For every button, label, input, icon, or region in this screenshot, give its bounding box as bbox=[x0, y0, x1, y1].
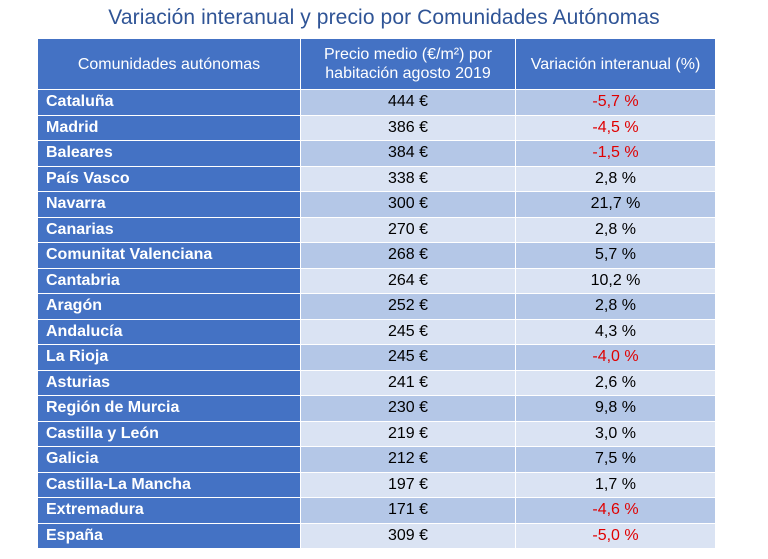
table-row: Madrid 386 € -4,5 % bbox=[37, 114, 716, 141]
change-cell: 21,7 % bbox=[515, 191, 716, 218]
region-cell: País Vasco bbox=[37, 165, 301, 192]
price-cell: 252 € bbox=[300, 293, 516, 320]
price-cell: 245 € bbox=[300, 318, 516, 345]
change-cell: 2,8 % bbox=[515, 165, 716, 192]
table-body: Cataluña 444 € -5,7 % Madrid 386 € -4,5 % Bale… bbox=[37, 89, 716, 549]
region-cell: Cantabria bbox=[37, 267, 301, 294]
table-row: Galicia 212 €7,5 % bbox=[37, 446, 716, 473]
price-cell: 241 € bbox=[300, 369, 516, 396]
change-cell: -4,5 % bbox=[515, 114, 716, 141]
price-cell: 212 € bbox=[300, 446, 516, 473]
price-cell: 230 € bbox=[300, 395, 516, 422]
table-row: Andalucía 245 €4,3 % bbox=[37, 318, 716, 345]
column-header-price: Precio medio (€/m²) por habitación agost… bbox=[300, 38, 516, 90]
table-row: Región de Murcia 230 €9,8 % bbox=[37, 395, 716, 422]
region-cell: Andalucía bbox=[37, 318, 301, 345]
region-cell: Baleares bbox=[37, 140, 301, 167]
change-cell: 5,7 % bbox=[515, 242, 716, 269]
table-row: Cataluña 444 € -5,7 % bbox=[37, 89, 716, 116]
price-cell: 245 € bbox=[300, 344, 516, 371]
change-cell: 7,5 % bbox=[515, 446, 716, 473]
region-cell: Comunitat Valenciana bbox=[37, 242, 301, 269]
region-cell: España bbox=[37, 522, 301, 549]
change-cell: 9,8 % bbox=[515, 395, 716, 422]
region-cell: Asturias bbox=[37, 369, 301, 396]
table-row: Castilla y León 219 €3,0 % bbox=[37, 420, 716, 447]
change-cell: -5,0 % bbox=[515, 522, 716, 549]
change-cell: 2,8 % bbox=[515, 216, 716, 243]
region-cell: Galicia bbox=[37, 446, 301, 473]
table-row: Baleares 384 € -1,5 % bbox=[37, 140, 716, 167]
table-row: Comunitat Valenciana 268 €5,7 % bbox=[37, 242, 716, 269]
table-row: Asturias 241 €2,6 % bbox=[37, 369, 716, 396]
column-header-region: Comunidades autónomas bbox=[37, 38, 301, 90]
table-row: Cantabria 264 €10,2 % bbox=[37, 267, 716, 294]
table-row: Aragón 252 €2,8 % bbox=[37, 293, 716, 320]
table-row: Extremadura 171 € -4,6 % bbox=[37, 497, 716, 524]
price-cell: 264 € bbox=[300, 267, 516, 294]
region-cell: Madrid bbox=[37, 114, 301, 141]
region-cell: Castilla-La Mancha bbox=[37, 471, 301, 498]
change-cell: 10,2 % bbox=[515, 267, 716, 294]
table-row: España 309 € -5,0 % bbox=[37, 522, 716, 549]
change-cell: 4,3 % bbox=[515, 318, 716, 345]
price-cell: 444 € bbox=[300, 89, 516, 116]
price-cell: 309 € bbox=[300, 522, 516, 549]
change-cell: -1,5 % bbox=[515, 140, 716, 167]
change-cell: 3,0 % bbox=[515, 420, 716, 447]
change-cell: 2,8 % bbox=[515, 293, 716, 320]
price-cell: 268 € bbox=[300, 242, 516, 269]
table-row: Navarra 300 €21,7 % bbox=[37, 191, 716, 218]
region-cell: Canarias bbox=[37, 216, 301, 243]
price-cell: 338 € bbox=[300, 165, 516, 192]
price-cell: 386 € bbox=[300, 114, 516, 141]
table-row: La Rioja 245 € -4,0 % bbox=[37, 344, 716, 371]
change-cell: -4,0 % bbox=[515, 344, 716, 371]
price-cell: 197 € bbox=[300, 471, 516, 498]
price-cell: 300 € bbox=[300, 191, 516, 218]
price-cell: 270 € bbox=[300, 216, 516, 243]
price-cell: 171 € bbox=[300, 497, 516, 524]
change-cell: -4,6 % bbox=[515, 497, 716, 524]
data-table: Comunidades autónomas Precio medio (€/m²… bbox=[37, 38, 716, 549]
column-header-change: Variación interanual (%) bbox=[515, 38, 716, 90]
table-row: Canarias 270 €2,8 % bbox=[37, 216, 716, 243]
region-cell: Región de Murcia bbox=[37, 395, 301, 422]
region-cell: La Rioja bbox=[37, 344, 301, 371]
header-row: Comunidades autónomas Precio medio (€/m²… bbox=[37, 38, 716, 90]
change-cell: 2,6 % bbox=[515, 369, 716, 396]
region-cell: Cataluña bbox=[37, 89, 301, 116]
price-cell: 219 € bbox=[300, 420, 516, 447]
region-cell: Aragón bbox=[37, 293, 301, 320]
price-cell: 384 € bbox=[300, 140, 516, 167]
table-title: Variación interanual y precio por Comuni… bbox=[108, 6, 660, 29]
region-cell: Extremadura bbox=[37, 497, 301, 524]
change-cell: 1,7 % bbox=[515, 471, 716, 498]
region-cell: Castilla y León bbox=[37, 420, 301, 447]
table-row: Castilla-La Mancha 197 €1,7 % bbox=[37, 471, 716, 498]
change-cell: -5,7 % bbox=[515, 89, 716, 116]
table-row: País Vasco 338 €2,8 % bbox=[37, 165, 716, 192]
region-cell: Navarra bbox=[37, 191, 301, 218]
